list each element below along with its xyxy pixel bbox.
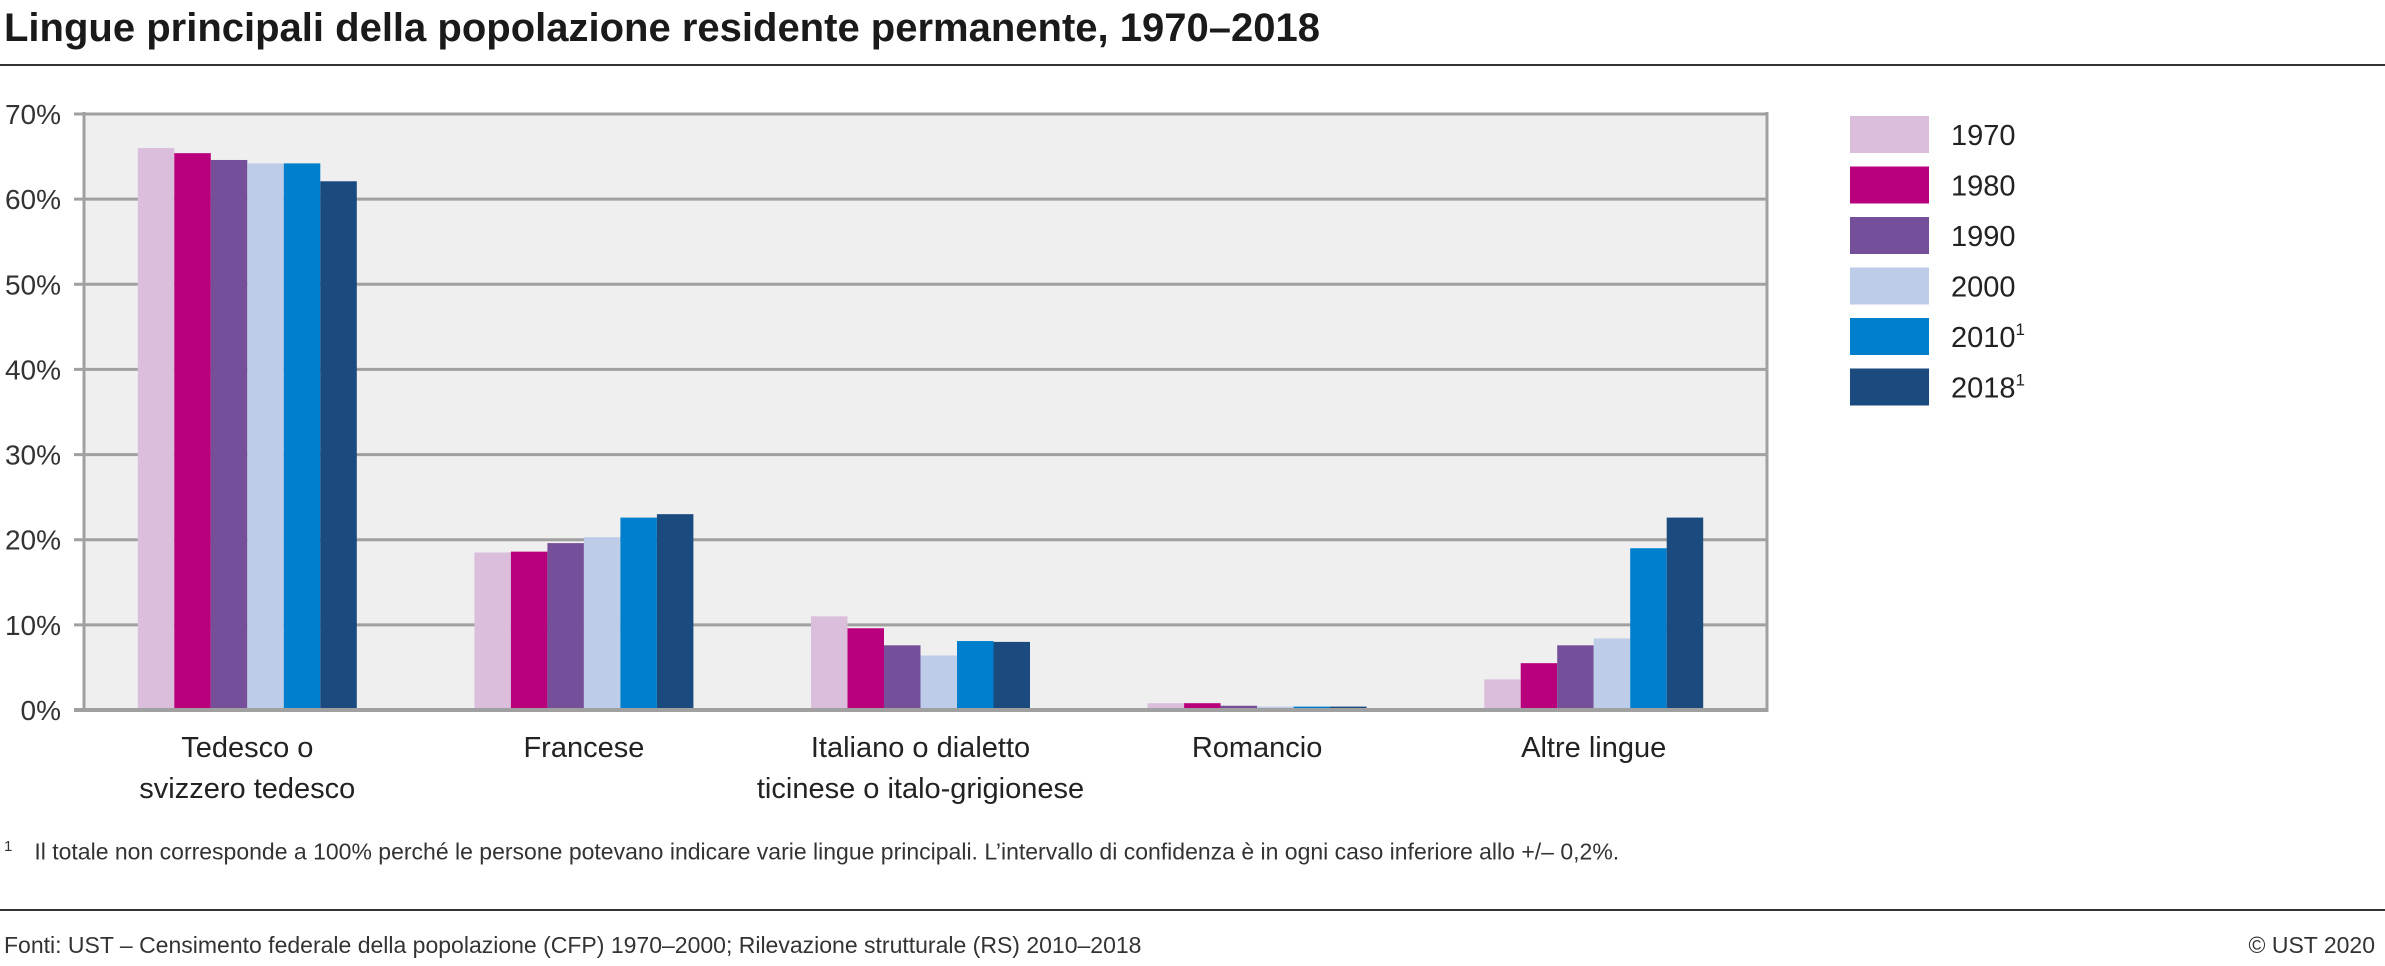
footnote-text: Il totale non corresponde a 100% perché … — [34, 838, 1620, 865]
y-tick-label: 40% — [5, 354, 61, 385]
bar-2000-2 — [920, 655, 957, 710]
bar-2000-1 — [583, 537, 621, 710]
bar-1990-0 — [210, 159, 248, 710]
x-category-label: svizzero tedesco — [139, 773, 355, 805]
legend-label-1980: 1980 — [1951, 171, 2016, 203]
footnote: 1 Il totale non corresponde a 100% perché… — [4, 838, 1619, 866]
bar-2010-2 — [957, 641, 994, 710]
legend-footnote-marker: 1 — [2016, 320, 2025, 339]
bar-2018-2 — [993, 641, 1030, 710]
bar-1980-3 — [1184, 703, 1221, 710]
legend-label-1990: 1990 — [1951, 221, 2016, 253]
x-category-label: Italiano o dialetto — [811, 732, 1030, 764]
legend-swatch-2018 — [1850, 368, 1929, 406]
bar-1980-2 — [847, 628, 884, 710]
y-tick-label: 60% — [5, 184, 61, 215]
legend-swatch-1970 — [1850, 116, 1929, 153]
y-tick-label: 30% — [5, 440, 61, 471]
bar-2018-1 — [656, 514, 694, 710]
legend-swatch-1990 — [1850, 217, 1929, 254]
source-note: Fonti: UST – Censimento federale della p… — [4, 932, 1142, 958]
bar-1990-3 — [1220, 705, 1258, 710]
bar-2000-4 — [1593, 638, 1631, 710]
x-category-label: Francese — [523, 732, 644, 764]
legend-label-1970: 1970 — [1951, 120, 2016, 152]
bar-2010-0 — [283, 163, 321, 710]
bar-1990-1 — [547, 543, 584, 710]
plot-area — [84, 114, 1767, 710]
bar-1980-1 — [510, 551, 548, 710]
x-category-label: Romancio — [1192, 732, 1323, 764]
legend-footnote-marker: 1 — [2016, 371, 2025, 390]
bar-chart: 0% 10% 20% 30% 40% 50% 60% 70% Tedesco o svizzero… — [5, 99, 2025, 805]
legend-label-2018: 20181 — [1951, 371, 2025, 405]
title-divider — [0, 64, 2385, 66]
y-tick-label: 20% — [5, 525, 61, 556]
legend-swatch-2010 — [1850, 318, 1929, 355]
legend-label-2010: 20101 — [1951, 320, 2025, 354]
footnote-marker: 1 — [4, 838, 13, 855]
x-category-label: ticinese o italo-grigionese — [757, 773, 1084, 805]
bar-2000-0 — [247, 163, 284, 710]
bar-1970-2 — [811, 616, 848, 710]
y-tick-label: 0% — [21, 695, 61, 726]
bar-2018-4 — [1666, 517, 1704, 710]
legend-swatch-1980 — [1850, 166, 1929, 204]
bar-2010-1 — [620, 517, 657, 710]
bar-2010-4 — [1630, 548, 1667, 710]
bar-1980-4 — [1520, 663, 1558, 710]
legend-swatch-2000 — [1850, 267, 1929, 305]
legend-label-2000: 2000 — [1951, 272, 2016, 304]
bar-1990-4 — [1557, 645, 1594, 710]
bar-1970-3 — [1147, 703, 1185, 710]
bar-1970-1 — [474, 552, 511, 710]
x-category-label: Altre lingue — [1521, 732, 1666, 764]
y-tick-label: 10% — [5, 610, 61, 641]
x-category-label: Tedesco o — [181, 732, 313, 764]
bar-1970-0 — [137, 148, 175, 711]
bar-1970-4 — [1484, 679, 1521, 710]
bar-1990-2 — [884, 645, 921, 710]
chart-title: Lingue principali della popolazione resi… — [4, 6, 1320, 50]
bar-1980-0 — [174, 153, 211, 710]
copyright: © UST 2020 — [2248, 932, 2375, 958]
y-tick-label: 70% — [5, 99, 61, 130]
footer-divider — [0, 909, 2385, 911]
bar-2018-0 — [320, 181, 357, 710]
y-tick-label: 50% — [5, 269, 61, 300]
